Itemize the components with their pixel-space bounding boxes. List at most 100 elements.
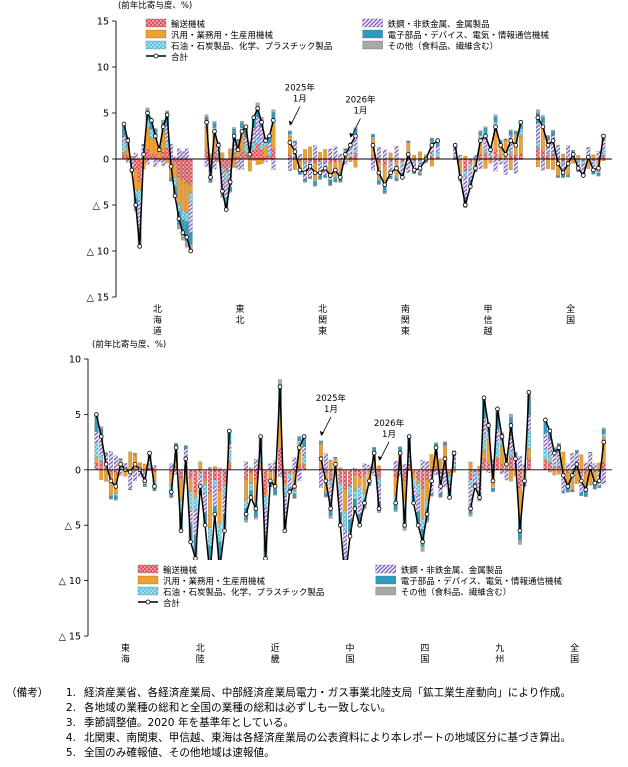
total-marker [301,434,307,439]
notes-header: （備考） [6,687,49,699]
total-marker [118,461,123,467]
annotation-arrow [321,416,332,436]
total-marker [332,167,338,173]
bar-segment [318,178,322,180]
bar-segment [288,158,292,171]
bar-segment [536,146,540,160]
total-marker [168,489,174,495]
bar-segment [416,479,420,484]
total-marker [193,556,198,561]
bar-segment [118,458,123,460]
bar-segment [574,469,579,484]
bar-segment [313,181,317,186]
bar-segment [259,158,264,165]
bar-segment [319,469,323,488]
legend-swatch [137,586,159,596]
annotation-label: 1月 [382,430,396,440]
total-marker [411,167,417,173]
total-marker [297,167,303,173]
total-marker [133,202,139,208]
bar-segment [236,139,240,140]
note-row-1: （備考） 1. 経済産業省、各経済産業局、中部経済産業局電力・ガス事業北陸支局「… [6,686,626,701]
bar-segment [513,158,518,174]
total-marker [400,175,405,180]
category-label: 畿 [271,653,280,665]
bar-segment [253,459,258,470]
total-marker [141,152,146,157]
bar-segment [394,180,399,182]
legend-swatch [137,575,159,585]
bar-segment [145,149,150,160]
total-line [394,436,455,543]
bar-segment [255,158,260,165]
legend-label: 合計 [171,52,189,63]
bar-segment [503,158,508,175]
total-marker [438,484,443,489]
bar-segment [161,152,166,160]
total-marker [147,450,152,456]
bar-segment [541,115,545,119]
bar-segment [468,461,473,470]
bar-segment [591,154,596,160]
bar-segment [302,465,307,470]
y-tick-label: 10 [69,355,81,366]
total-marker [552,450,557,456]
bar-segment [352,474,357,491]
bar-segment [328,184,333,186]
total-marker [327,173,333,178]
annotation-label: 2025年 [316,393,347,404]
bar-segment [393,469,398,477]
bar-segment [443,441,447,443]
bar-segment [263,495,268,508]
total-marker [592,480,598,486]
bar-segment [565,463,570,470]
annotation-arrow [290,106,301,125]
total-marker [239,129,245,134]
y-tick-label: 10 [97,63,109,74]
total-marker [477,495,482,500]
bar-segment [278,447,282,470]
bar-segment [592,488,597,490]
total-marker [212,511,218,517]
bar-segment [149,138,154,155]
bar-segment [212,121,217,124]
bar-segment [483,149,488,153]
bar-segment [509,413,513,418]
bar-segment [137,181,142,191]
annotation-label: 1月 [353,107,367,117]
bar-segment [228,148,233,160]
total-marker [540,124,546,130]
bar-segment [137,158,142,182]
bar-segment [232,158,236,168]
total-marker [227,179,233,185]
bar-segment [438,493,443,497]
bar-segment [297,469,302,482]
bar-segment [318,175,322,179]
bar-segment [122,155,126,160]
bar-segment [561,491,566,493]
bar-segment [557,460,561,467]
total-marker [108,478,114,484]
bar-segment [343,148,348,151]
bar-segment [255,143,260,160]
total-marker [184,234,190,240]
bar-segment [543,448,548,460]
bar-segment [99,455,104,462]
total-marker [481,395,487,401]
bar-segment [493,117,498,123]
bar-segment [482,459,486,470]
total-marker [231,133,237,139]
bar-segment [174,442,178,445]
bar-segment [371,155,375,160]
bar-segment [133,469,137,481]
bar-segment [288,131,292,135]
bar-segment [204,150,209,160]
bar-segment [518,539,522,545]
bar-segment [133,158,138,170]
bar-segment [94,456,99,464]
legend-label: 鉄鋼・非鉄金属、金属製品 [401,565,503,576]
total-marker [495,406,500,412]
bar-segment [267,155,272,160]
bar-segment [288,130,292,132]
bar-segment [420,518,425,530]
